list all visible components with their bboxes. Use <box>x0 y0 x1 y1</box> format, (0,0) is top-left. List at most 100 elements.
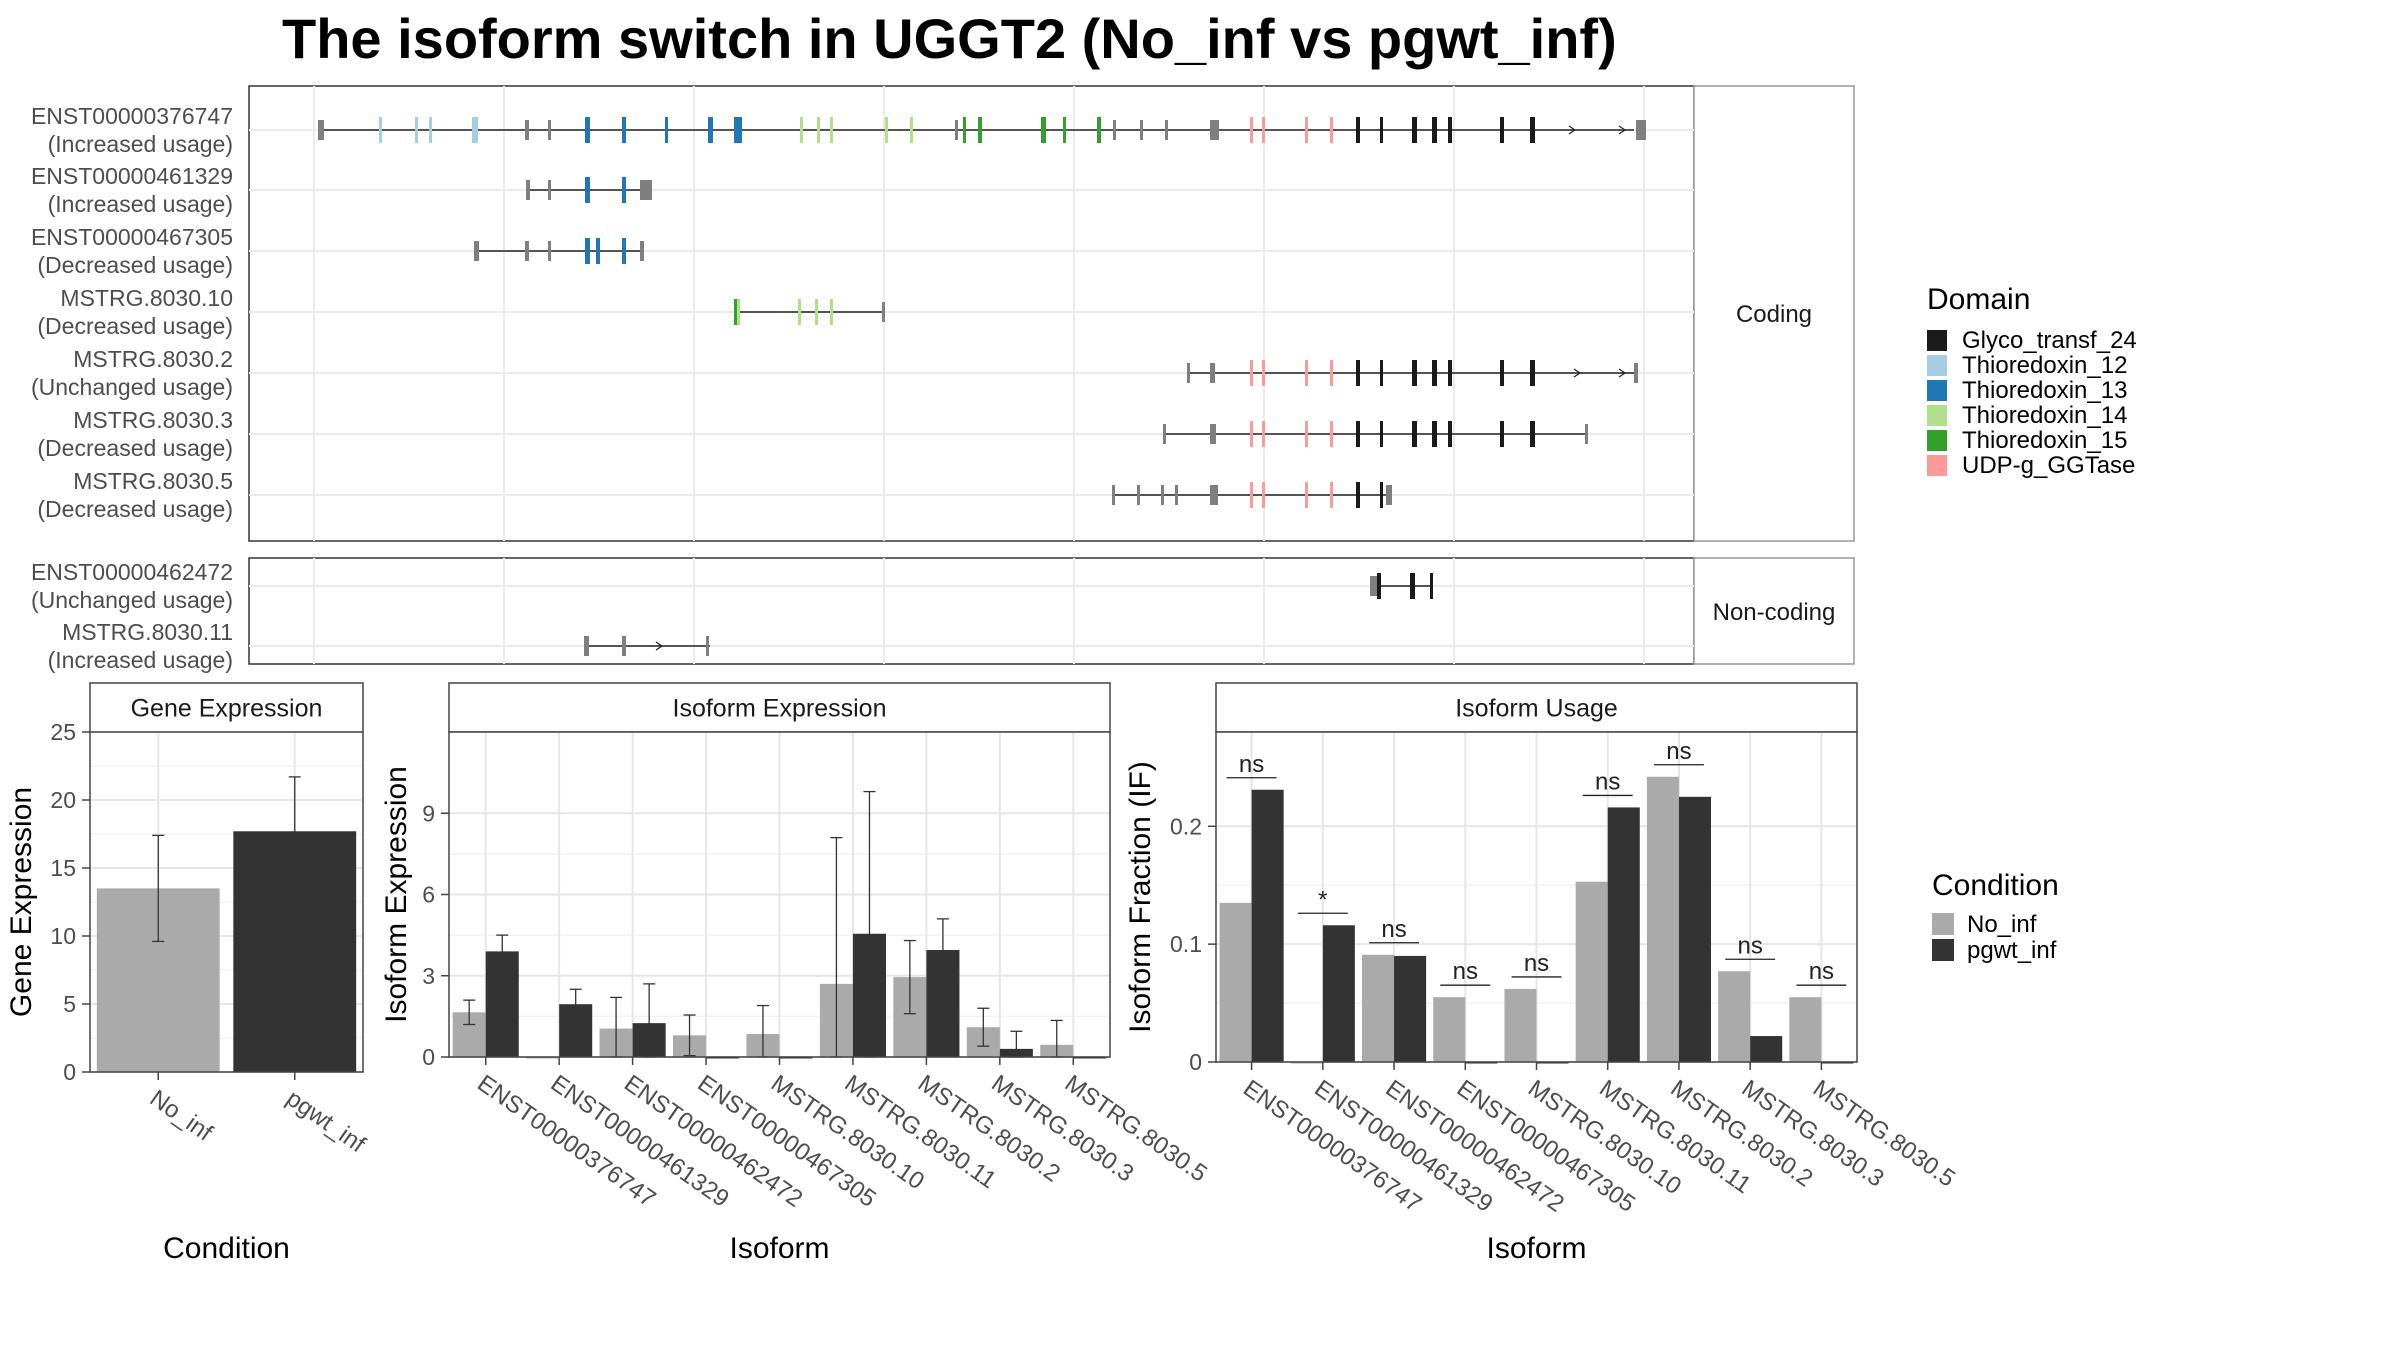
domain-exon-UDP-g_GGTase <box>1262 360 1265 386</box>
domain-exon-Glyco_transf_24 <box>1356 482 1360 508</box>
noncoding-strip <box>1693 557 1855 665</box>
domain-exon-Glyco_transf_24 <box>1377 573 1381 599</box>
strand-arrow <box>1618 125 1627 135</box>
transcript-id-label: ENST00000376747 <box>31 103 233 129</box>
transcript-id-label: ENST00000462472 <box>31 559 233 585</box>
transcript-usage-label: (Increased usage) <box>48 191 233 217</box>
strand-arrow <box>1618 368 1627 378</box>
y-tick-label: 3 <box>422 963 435 989</box>
transcript-usage-label: (Decreased usage) <box>37 313 233 339</box>
domain-exon-UDP-g_GGTase <box>1250 117 1253 143</box>
domain-legend-swatch <box>1927 330 1947 351</box>
domain-exon-Thioredoxin_14 <box>815 299 818 325</box>
domain-exon-Thioredoxin_14 <box>817 117 820 143</box>
exon-block <box>1140 120 1143 140</box>
y-axis-title: Gene Expression <box>5 787 38 1017</box>
exon-block <box>1634 363 1638 383</box>
x-tick-label: No_inf <box>145 1085 218 1147</box>
transcript-row <box>1112 482 1392 508</box>
domain-exon-Glyco_transf_24 <box>1530 421 1535 447</box>
domain-exon-Thioredoxin_13 <box>585 177 590 203</box>
structure-noncoding-panel: Non-coding ENST00000462472(Unchanged usa… <box>31 557 1855 673</box>
significance-label: ns <box>1737 932 1762 959</box>
domain-exon-Glyco_transf_24 <box>1432 421 1437 447</box>
exon-block <box>526 180 530 200</box>
domain-exon-Glyco_transf_24 <box>1380 421 1383 447</box>
x-axis-title: Condition <box>163 1232 290 1265</box>
domain-exon-Glyco_transf_24 <box>1500 117 1504 143</box>
domain-exon-Thioredoxin_15 <box>1063 117 1066 143</box>
exon-block <box>1165 120 1168 140</box>
y-tick-label: 0 <box>63 1059 76 1085</box>
domain-exon-Glyco_transf_24 <box>1356 117 1360 143</box>
y-tick-label: 9 <box>422 800 435 826</box>
bar-No_inf <box>1789 997 1822 1062</box>
transcript-row <box>474 238 644 264</box>
domain-exon-UDP-g_GGTase <box>1262 482 1265 508</box>
exon-block <box>548 180 551 200</box>
domain-exon-Thioredoxin_14 <box>885 117 888 143</box>
exon-block <box>1370 576 1377 596</box>
condition-legend-swatch <box>1932 939 1954 961</box>
transcript-id-label: MSTRG.8030.2 <box>73 346 233 372</box>
domain-exon-Glyco_transf_24 <box>1432 360 1437 386</box>
x-axis-title: Isoform <box>729 1232 829 1265</box>
coding-rows <box>249 86 1694 541</box>
condition-legend-title: Condition <box>1932 869 2059 902</box>
exon-block <box>1187 363 1190 383</box>
strand-arrow <box>1568 125 1577 135</box>
domain-exon-UDP-g_GGTase <box>1330 482 1333 508</box>
bar-No_inf <box>1575 881 1608 1062</box>
y-tick-label: 10 <box>50 923 76 949</box>
exon-block <box>640 241 644 261</box>
domain-exon-UDP-g_GGTase <box>1305 360 1308 386</box>
transcript-usage-label: (Increased usage) <box>48 647 233 673</box>
strand-arrow <box>1573 368 1582 378</box>
exon-block <box>584 636 589 656</box>
transcript-row <box>318 117 1646 143</box>
exon-block <box>1112 485 1115 505</box>
y-tick-label: 15 <box>50 855 76 881</box>
domain-exon-Thioredoxin_14 <box>830 299 833 325</box>
significance-label: ns <box>1666 738 1691 765</box>
domain-exon-Thioredoxin_13 <box>708 117 713 143</box>
bar-No_inf <box>1504 988 1537 1062</box>
domain-exon-Glyco_transf_24 <box>1530 117 1535 143</box>
domain-exon-Glyco_transf_24 <box>1356 360 1360 386</box>
isoform-expression-chart: Isoform Expression0369ENST00000376747ENS… <box>380 682 1212 1265</box>
y-tick-label: 20 <box>50 787 76 813</box>
transcript-usage-label: (Increased usage) <box>48 131 233 157</box>
exon-block <box>1210 485 1218 505</box>
exon-block <box>1210 363 1215 383</box>
domain-legend-label: Thioredoxin_15 <box>1962 427 2127 454</box>
condition-legend-swatch <box>1932 913 1954 935</box>
exon-block <box>548 241 551 261</box>
domain-exon-Thioredoxin_12 <box>415 117 418 143</box>
coding-panel-frame <box>248 85 1695 542</box>
domain-exon-Thioredoxin_12 <box>472 117 478 143</box>
transcript-row <box>584 636 710 656</box>
bar-pgwt_inf <box>1322 925 1355 1062</box>
significance-label: ns <box>1524 950 1549 977</box>
domain-exon-Thioredoxin_13 <box>622 238 626 264</box>
bar-pgwt_inf <box>1251 789 1284 1062</box>
gene-expression-chart: Gene Expression 0 5 10 15 20 25 No_inf pgwt_inf C… <box>5 682 370 1265</box>
chart-strip-title: Isoform Expression <box>673 695 887 723</box>
domain-exon-UDP-g_GGTase <box>1250 482 1253 508</box>
exon-block <box>955 120 958 140</box>
exon-block <box>1161 485 1164 505</box>
domain-exon-Thioredoxin_15 <box>1041 117 1046 143</box>
domain-exon-Thioredoxin_13 <box>622 177 626 203</box>
domain-exon-Thioredoxin_15 <box>963 117 966 143</box>
transcript-usage-label: (Unchanged usage) <box>31 587 233 613</box>
x-axis-title: Isoform <box>1486 1232 1586 1265</box>
transcript-usage-label: (Decreased usage) <box>37 252 233 278</box>
structure-coding-panel: Coding ENST00000376747(Increased usage)E… <box>31 85 1855 542</box>
domain-exon-Thioredoxin_14 <box>830 117 833 143</box>
significance-label: * <box>1318 886 1327 913</box>
domain-exon-Thioredoxin_13 <box>596 238 600 264</box>
chart-panel-border <box>89 731 364 1073</box>
